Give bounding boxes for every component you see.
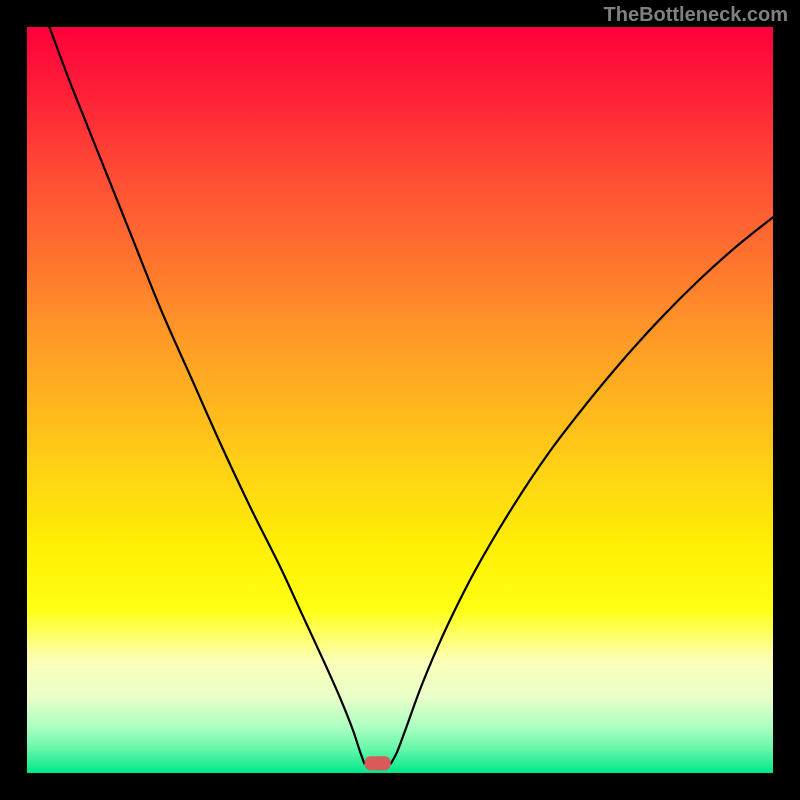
curve-layer xyxy=(27,27,773,773)
watermark-text: TheBottleneck.com xyxy=(604,4,788,27)
bottleneck-curve-segment xyxy=(391,217,773,763)
bottleneck-curve-segment xyxy=(49,27,364,763)
optimum-marker xyxy=(364,757,391,770)
plot-area xyxy=(27,27,773,773)
